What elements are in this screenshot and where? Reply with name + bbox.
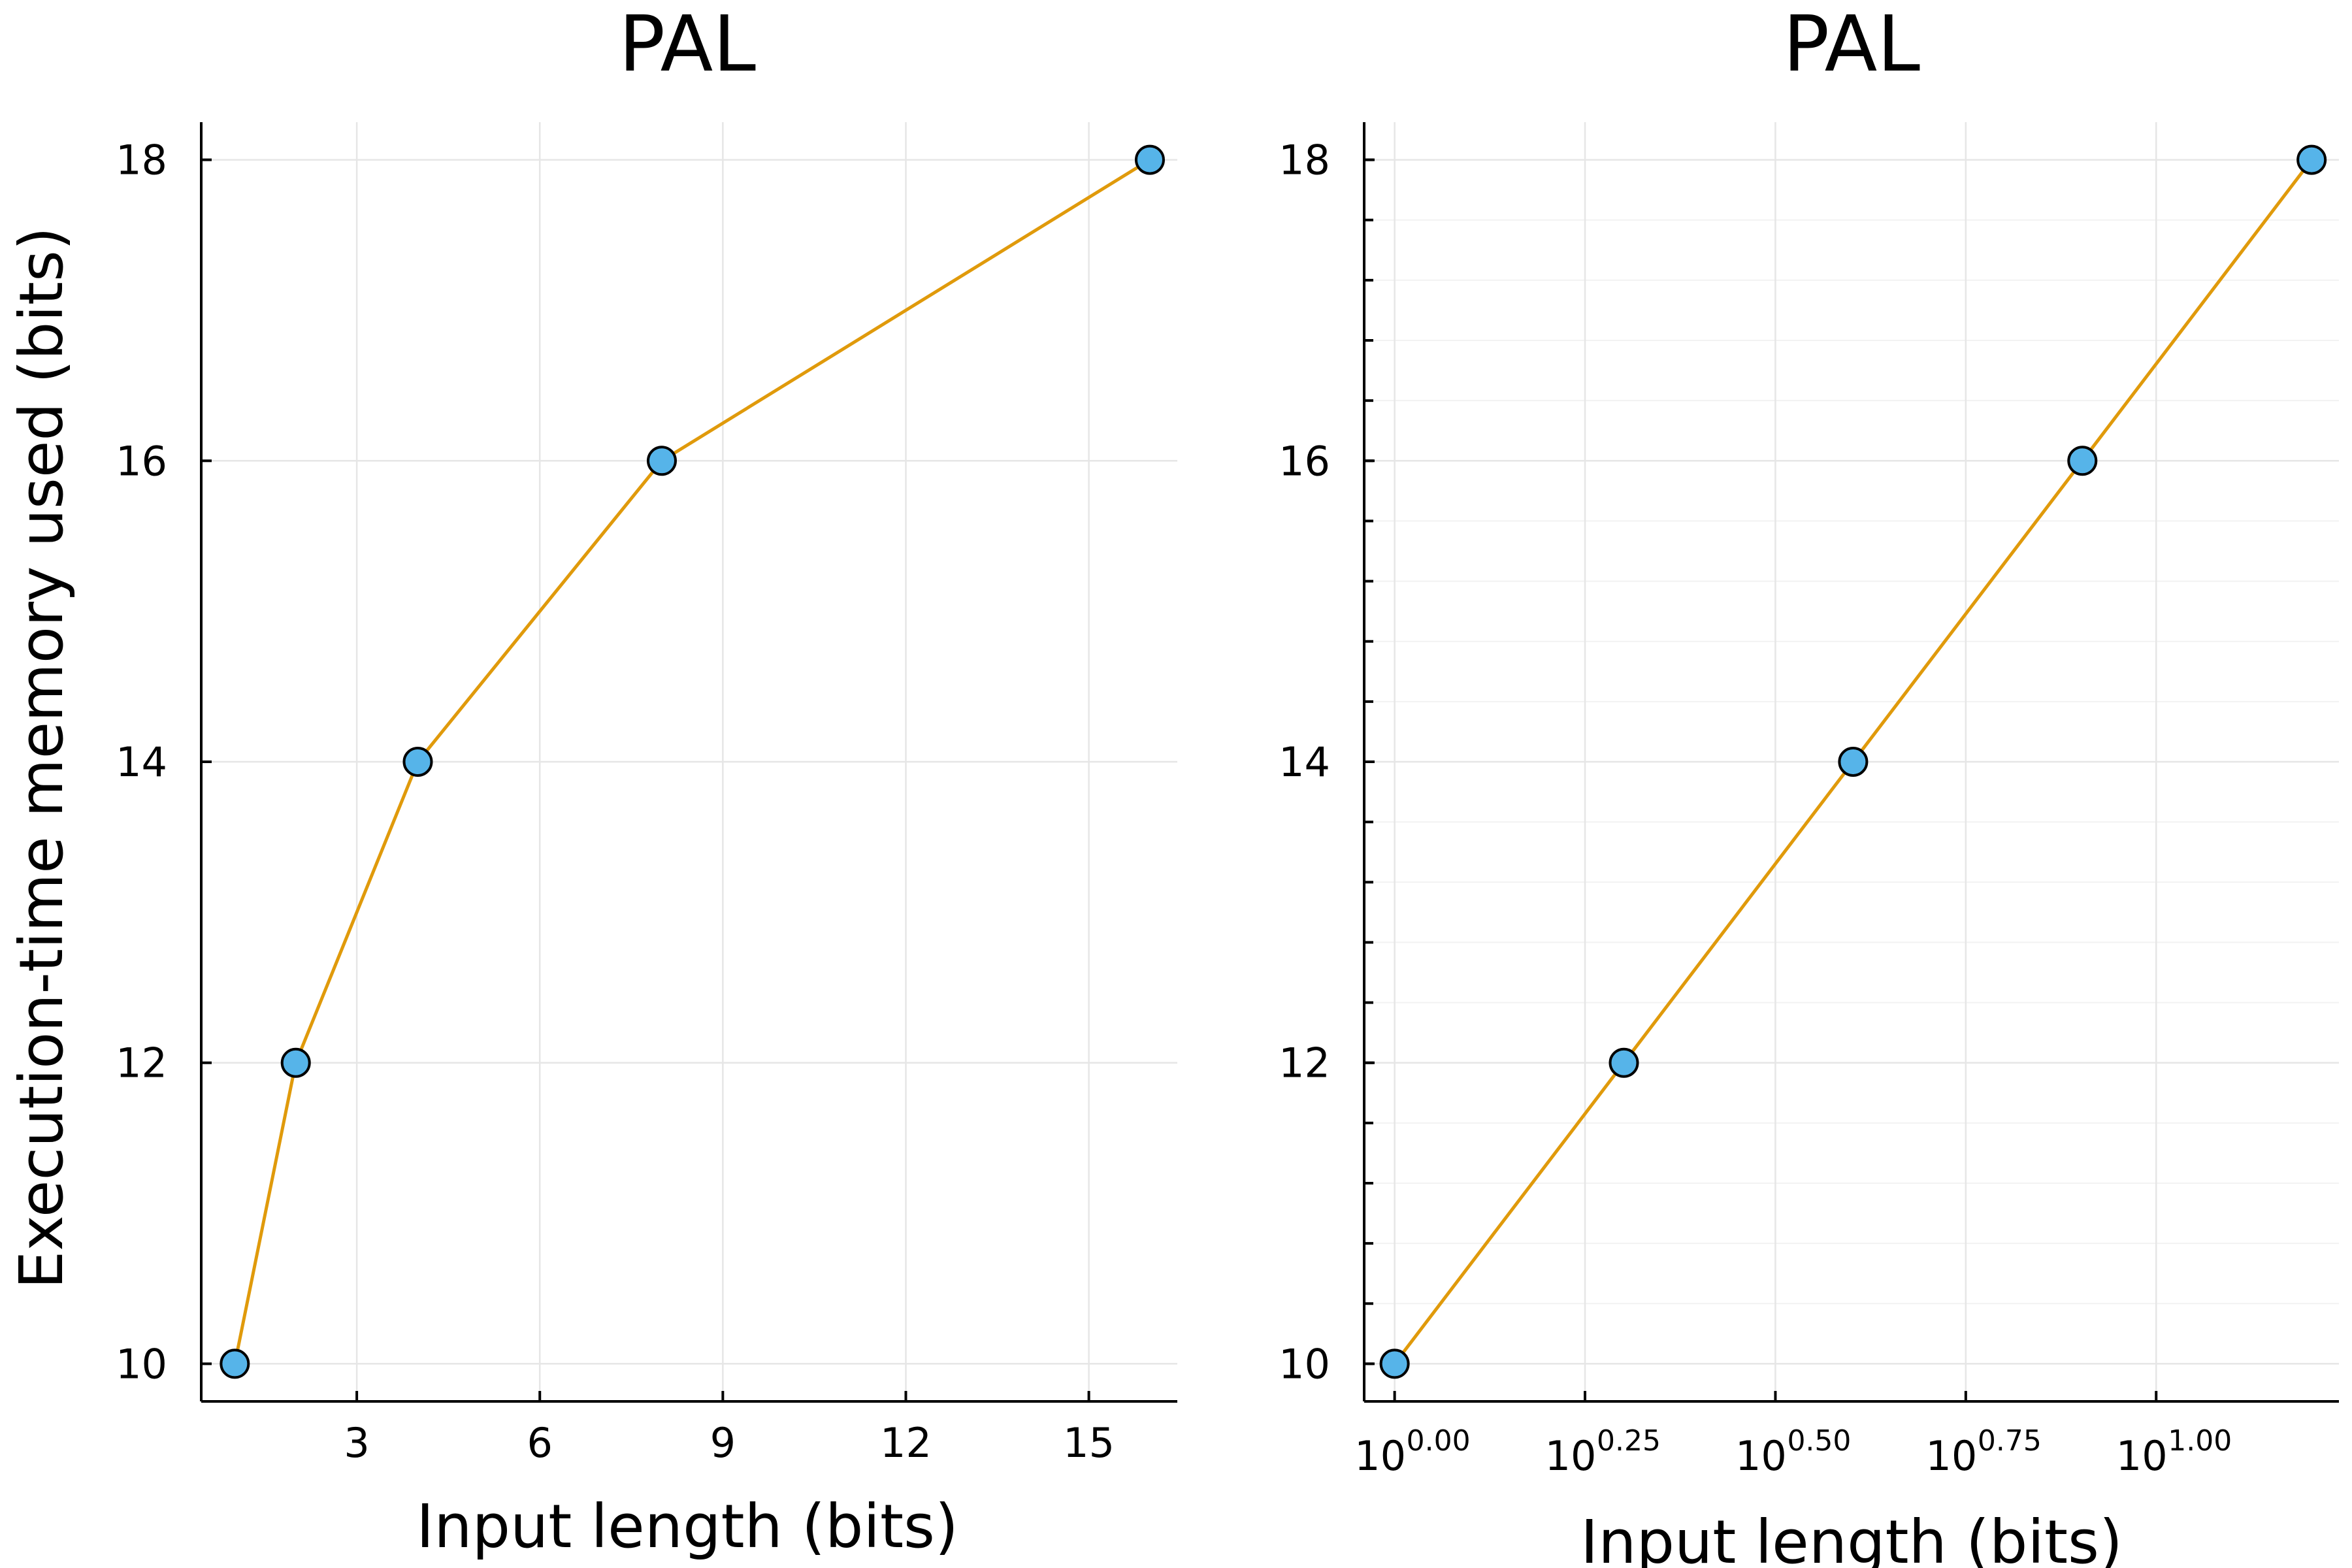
x-tick-label: 10: [2116, 1432, 2168, 1480]
x-tick-label: 10: [1354, 1432, 1406, 1480]
y-tick-label: 12: [116, 1039, 167, 1087]
series-points: [220, 144, 1165, 1379]
data-point: [402, 747, 433, 777]
plot-log: PAL Input length (bits) 10 0.00 10 0.25 10 0.…: [1279, 0, 2339, 1568]
data-point: [1609, 1047, 1639, 1078]
y-tick-label: 14: [116, 738, 167, 786]
data-point: [220, 1348, 250, 1379]
y-tick-label: 10: [116, 1340, 167, 1388]
data-point: [2067, 446, 2098, 476]
y-tick-label: 18: [1279, 137, 1330, 184]
x-tick-exponent: 1.00: [2168, 1424, 2232, 1458]
x-tick-label: 15: [1063, 1419, 1115, 1467]
data-point: [1379, 1348, 1410, 1379]
x-tick-label: 10: [1925, 1432, 1977, 1480]
data-point: [646, 446, 677, 476]
y-tick-label: 18: [116, 137, 167, 184]
x-tick-label: 12: [880, 1419, 932, 1467]
x-axis-label: Input length (bits): [1580, 1507, 2123, 1568]
data-point: [1134, 144, 1165, 175]
y-tick-label: 12: [1279, 1039, 1330, 1087]
data-point: [1838, 747, 1869, 777]
x-axis-label: Input length (bits): [416, 1492, 958, 1561]
grid: [201, 122, 1177, 1401]
x-tick-exponent: 0.50: [1787, 1424, 1851, 1458]
x-tick-exponent: 0.25: [1597, 1424, 1661, 1458]
x-tick-label: 9: [710, 1419, 736, 1467]
x-tick-label: 10: [1545, 1432, 1597, 1480]
y-tick-label: 16: [116, 437, 167, 485]
x-tick-exponent: 0.75: [1978, 1424, 2042, 1458]
data-point: [280, 1047, 311, 1078]
y-axis-label: Execution-time memory used (bits): [7, 227, 76, 1289]
x-tick-label: 10: [1735, 1432, 1787, 1480]
ticks: 3 6 9 12 15 10 12 14 16 18: [116, 137, 1115, 1467]
x-tick-exponent: 0.00: [1407, 1424, 1471, 1458]
y-tick-label: 10: [1279, 1340, 1330, 1388]
y-tick-label: 14: [1279, 738, 1330, 786]
x-tick-label: 3: [344, 1419, 369, 1467]
plot-linear: PAL Input length (bits) Execution-time m…: [7, 0, 1177, 1561]
y-tick-label: 16: [1279, 437, 1330, 485]
data-point: [2296, 144, 2327, 175]
x-tick-label: 6: [527, 1419, 553, 1467]
series-points: [1379, 144, 2327, 1379]
plot-title: PAL: [1783, 0, 1920, 89]
grid: [1364, 122, 2339, 1401]
plot-title: PAL: [619, 0, 756, 89]
